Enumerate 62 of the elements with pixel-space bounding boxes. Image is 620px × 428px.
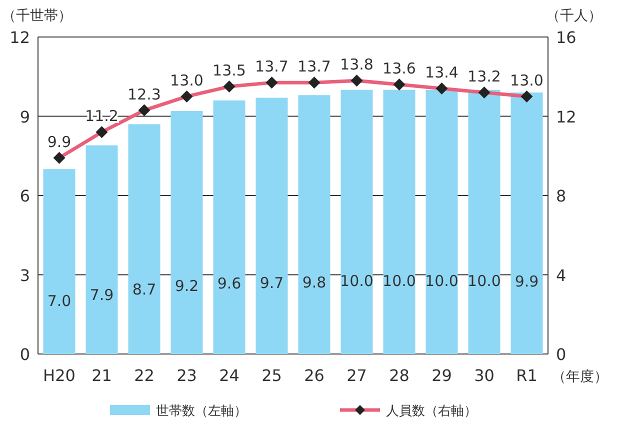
x-tick-label: 22 [134,366,154,385]
x-tick-label: H20 [43,366,76,385]
data-label: 13.0 [170,71,204,90]
data-label: 13.2 [468,67,501,86]
legend-label: 人員数（右軸） [386,404,477,419]
data-label: 13.7 [298,58,331,76]
data-label: 8.7 [132,280,156,299]
data-label: 9.9 [47,132,72,151]
x-axis-title: （年度） [552,369,608,385]
x-tick-label: 29 [432,366,452,385]
bar [170,110,203,354]
data-label: 9.7 [260,274,284,292]
bar [340,90,373,354]
y-tick-label: 12 [10,28,30,47]
x-tick-label: 30 [474,366,494,385]
data-label: 7.0 [47,292,72,310]
y2-axis-title: （千人） [546,8,602,24]
data-label: 13.7 [255,58,288,76]
bar [426,90,458,354]
x-tick-label: 27 [346,366,367,385]
x-tick-label: 21 [92,366,112,385]
y-axis-title: （千世帯） [2,8,72,24]
data-label: 9.9 [514,272,539,291]
y-tick-label: 9 [20,107,30,126]
data-label: 7.9 [90,286,114,304]
bar [213,100,246,354]
x-tick-label: 24 [219,366,240,385]
bar [298,95,330,354]
bar [128,124,160,354]
legend-label: 世帯数（左軸） [156,404,247,419]
data-label: 10.0 [425,272,458,290]
bar [43,169,76,354]
data-label: 13.4 [425,64,458,82]
data-label: 9.2 [174,277,199,296]
data-label: 10.0 [382,272,416,290]
y-tick-label: 6 [20,186,30,206]
data-label: 13.5 [212,62,246,80]
bar [256,98,288,354]
bar [510,92,543,354]
bar [383,90,416,354]
data-label: 13.8 [340,56,374,74]
bar [468,90,500,354]
data-label: 13.6 [382,60,416,78]
data-label: 10.0 [340,272,374,290]
data-label: 9.8 [302,273,326,292]
data-label: 10.0 [468,272,501,290]
x-tick-label: R1 [516,366,538,385]
y2-tick-label: 0 [556,345,566,364]
x-tick-label: 28 [389,366,410,385]
data-label: 13.0 [510,71,544,90]
data-label: 12.3 [128,85,161,104]
data-label: 9.6 [217,274,242,293]
y2-tick-label: 4 [556,266,566,285]
y2-tick-label: 8 [556,186,566,206]
y-tick-label: 0 [20,345,30,364]
x-tick-label: 26 [304,366,324,385]
x-tick-label: 23 [176,366,197,385]
y-tick-label: 3 [20,266,30,285]
x-tick-label: 25 [262,366,282,385]
y2-tick-label: 16 [556,28,576,47]
y2-tick-label: 12 [556,107,576,126]
bar [86,145,118,354]
